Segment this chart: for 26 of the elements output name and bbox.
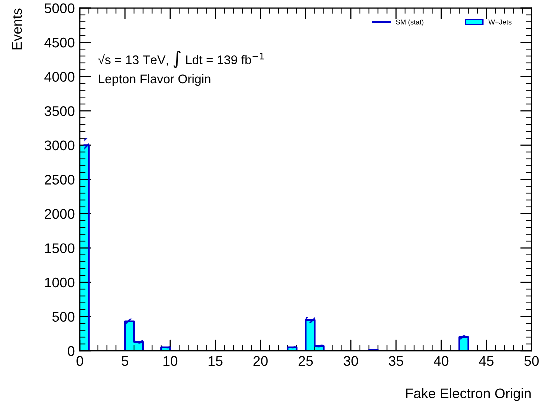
y-tick-label: 3500 [44, 106, 75, 116]
x-tick-label: 45 [479, 356, 494, 366]
x-tick-label: 25 [298, 356, 314, 366]
y-tick-label: 1500 [45, 244, 75, 254]
annotation: Lepton Flavor Origin [99, 74, 211, 86]
x-tick-label: 50 [524, 356, 539, 366]
x-tick-label: 15 [208, 356, 223, 366]
y-tick-label: 4500 [44, 38, 75, 48]
annotation: √s = 13 TeV, ∫ Ldt = 139 fb$^{−1}$ [98, 51, 264, 68]
y-tick-label: 5000 [44, 4, 75, 14]
y-axis-title: Events [12, 8, 22, 50]
y-tick-label: 500 [52, 312, 75, 322]
x-tick-label: 40 [434, 356, 449, 366]
x-tick-label: 30 [344, 356, 358, 366]
y-tick-label: 4000 [44, 72, 75, 82]
x-tick-label: 10 [164, 356, 178, 366]
y-tick-label: 2000 [45, 209, 75, 220]
x-tick-label: 35 [389, 356, 404, 366]
x-tick-label: 20 [254, 356, 268, 366]
x-tick-label: 5 [122, 356, 129, 366]
x-axis-title: Fake Electron Origin [406, 388, 531, 402]
y-tick-label: 3000 [44, 140, 75, 151]
y-tick-label: 1000 [45, 278, 75, 288]
y-tick-label: 2500 [45, 175, 75, 185]
y-tick-label: 0 [68, 346, 75, 356]
x-tick-label: 0 [76, 356, 84, 366]
